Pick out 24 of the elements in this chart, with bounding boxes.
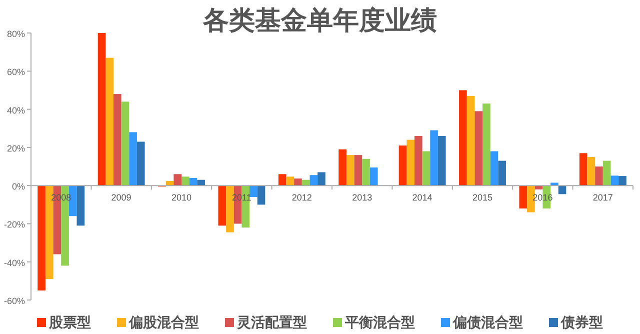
legend-label: 灵活配置型 <box>236 315 307 331</box>
y-tick-label: 20% <box>6 143 25 154</box>
y-tick-label: -20% <box>4 220 25 230</box>
y-tick-label: 60% <box>6 67 25 78</box>
legend-label: 偏债混合型 <box>452 315 523 331</box>
x-tick-label: 2014 <box>412 192 432 203</box>
legend-label: 债券型 <box>560 315 603 331</box>
x-tick-label: 2013 <box>352 192 372 203</box>
y-tick-label: -40% <box>4 258 25 268</box>
legend-label: 股票型 <box>48 315 91 331</box>
y-tick-label: 80% <box>6 29 25 39</box>
x-tick-label: 2010 <box>171 192 192 203</box>
x-tick-label: 2016 <box>532 192 553 203</box>
legend-label: 偏股混合型 <box>128 315 199 331</box>
chart-title: 各类基金单年度业绩 <box>202 6 437 36</box>
y-tick-label: 40% <box>6 105 25 116</box>
y-tick-label: 0% <box>12 182 25 192</box>
legend-label: 平衡混合型 <box>344 315 415 331</box>
y-tick-label: -60% <box>4 296 25 306</box>
x-tick-label: 2012 <box>292 192 312 203</box>
x-tick-label: 2017 <box>592 192 613 203</box>
x-tick-label: 2009 <box>111 192 132 203</box>
x-tick-label: 2008 <box>51 192 72 203</box>
x-tick-label: 2015 <box>472 192 493 203</box>
